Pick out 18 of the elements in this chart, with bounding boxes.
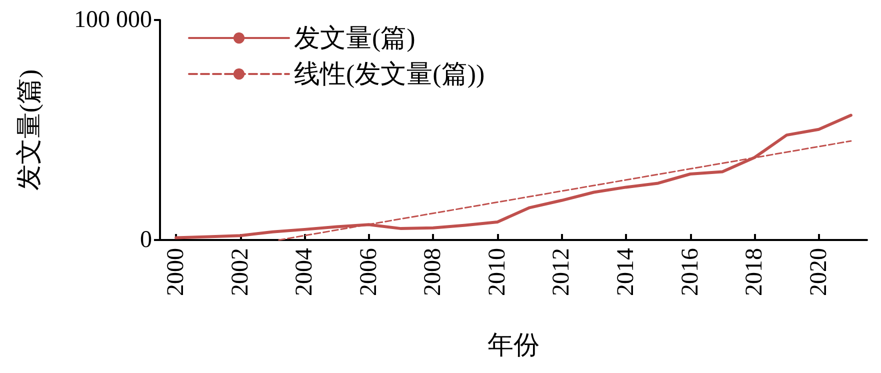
x-tick-label: 2008 <box>420 248 446 296</box>
y-axis-title: 发文量(篇) <box>14 69 44 191</box>
legend-label: 发文量(篇) <box>294 24 416 52</box>
y-tick-label: 0 <box>140 227 152 253</box>
x-tick-label: 2010 <box>484 248 510 296</box>
x-tick-label: 2014 <box>612 248 639 296</box>
x-tick-label: 2002 <box>227 248 254 296</box>
x-tick-label: 2020 <box>806 248 832 296</box>
x-tick-label: 2012 <box>548 248 575 296</box>
legend-label: 线性(发文量(篇)) <box>294 60 485 88</box>
line-series <box>174 114 852 240</box>
x-tick-label: 2004 <box>292 248 318 296</box>
x-tick-label: 2018 <box>742 248 768 296</box>
x-tick-label: 2016 <box>677 248 704 296</box>
y-tick-label: 100 000 <box>74 7 152 33</box>
x-tick-label: 2000 <box>163 248 190 296</box>
x-axis-title: 年份 <box>488 330 540 360</box>
x-tick-label: 2006 <box>356 248 382 296</box>
